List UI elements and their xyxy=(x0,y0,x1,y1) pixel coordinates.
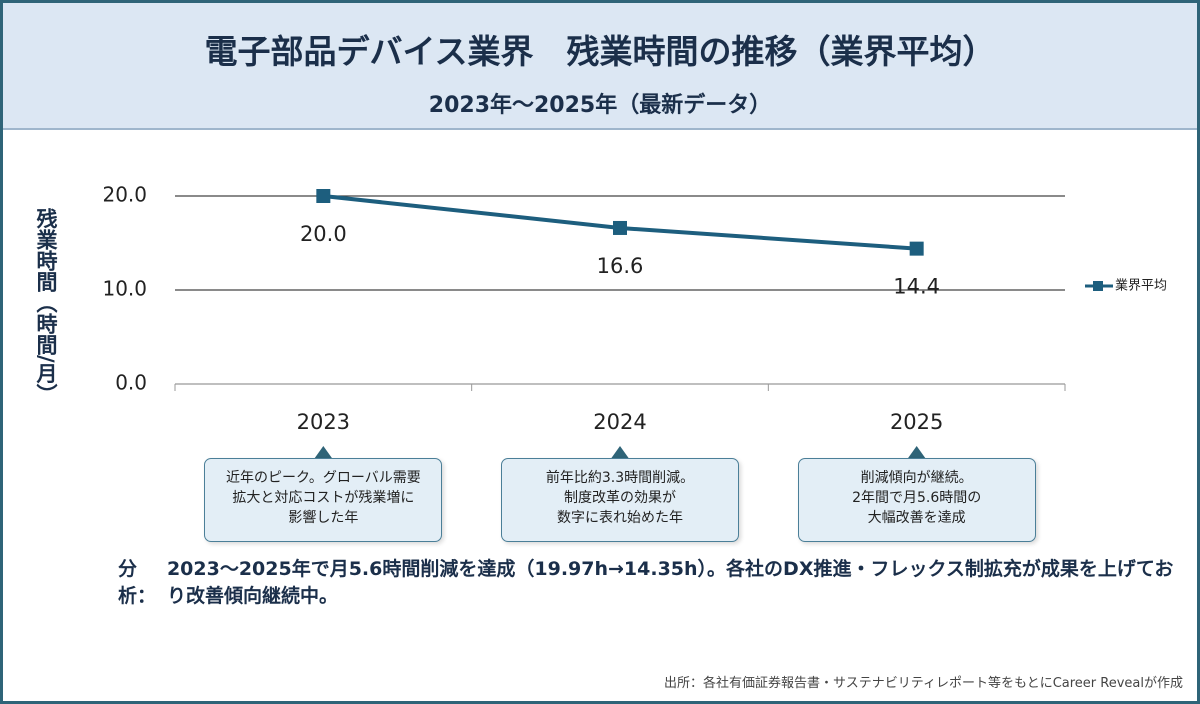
x-tick-label: 2025 xyxy=(890,410,943,434)
source-note: 出所：各社有価証券報告書・サステナビリティレポート等をもとにCareer Rev… xyxy=(664,676,1183,691)
y-axis-label: 残業時間（時間/月） xyxy=(34,208,58,405)
callout-line: 近年のピーク。グローバル需要 xyxy=(225,470,421,486)
callout-line: 拡大と対応コストが残業増に xyxy=(232,490,415,506)
callout: 近年のピーク。グローバル需要 拡大と対応コストが残業増に 影響した年 xyxy=(204,458,443,542)
chart: 0.0 10.0 20.0 2023 2024 2025 20.0 16.6 14.4 業界平均 xyxy=(102,183,1167,460)
data-label: 20.0 xyxy=(300,222,347,246)
analysis: 分析： 2023〜2025年で月5.6時間削減を達成（19.97h→14.35h）… xyxy=(118,556,1178,610)
data-label: 16.6 xyxy=(597,254,644,278)
callout-pointer xyxy=(313,446,334,460)
analysis-text: 2023〜2025年で月5.6時間削減を達成（19.97h→14.35h）。各社… xyxy=(166,558,1174,607)
point xyxy=(909,241,924,256)
callout-line: 前年比約3.3時間削減。 xyxy=(545,470,695,486)
callout-line: 影響した年 xyxy=(288,510,359,526)
legend-label: 業界平均 xyxy=(1115,278,1167,294)
callout: 削減傾向が継続。 2年間で月5.6時間の 大幅改善を達成 xyxy=(797,458,1036,542)
chart-subtitle: 2023年〜2025年（最新データ） xyxy=(428,93,772,118)
callout-line: 大幅改善を達成 xyxy=(867,510,966,526)
callout-pointer xyxy=(610,446,630,460)
analysis-label: 分析： xyxy=(118,558,157,607)
y-tick-label: 0.0 xyxy=(115,371,147,395)
callout-pointer xyxy=(906,446,927,460)
y-tick-label: 10.0 xyxy=(102,277,147,301)
legend-marker xyxy=(1093,281,1103,291)
callout-line: 数字に表れ始めた年 xyxy=(557,510,683,526)
point xyxy=(613,220,627,235)
point xyxy=(316,189,331,203)
header: 電子部品デバイス業界 残業時間の推移（業界平均） 2023年〜2025年（最新デ… xyxy=(3,3,1197,130)
y-tick-label: 20.0 xyxy=(102,183,147,207)
callout-line: 削減傾向が継続。 xyxy=(860,470,973,486)
chart-title: 電子部品デバイス業界 残業時間の推移（業界平均） xyxy=(204,32,996,71)
x-tick-label: 2023 xyxy=(297,410,350,434)
callout-line: 制度改革の効果が xyxy=(564,490,676,506)
callout-line: 2年間で月5.6時間の xyxy=(852,490,982,506)
callout: 前年比約3.3時間削減。 制度改革の効果が 数字に表れ始めた年 xyxy=(501,458,739,542)
data-label: 14.4 xyxy=(893,275,940,299)
x-tick-label: 2024 xyxy=(593,410,646,434)
